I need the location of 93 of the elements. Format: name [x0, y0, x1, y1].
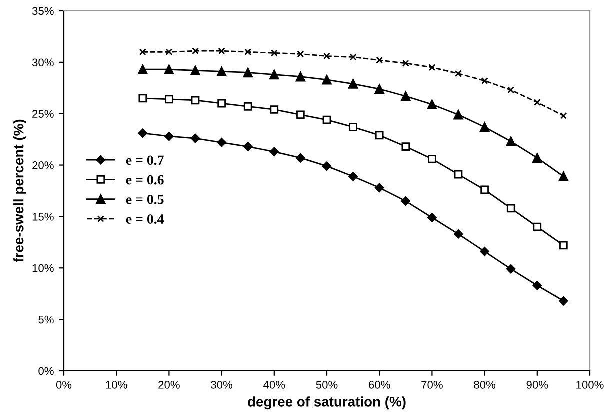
y-tick-label: 25%: [32, 110, 54, 118]
y-tick-label: 0%: [38, 367, 54, 376]
point: [455, 70, 462, 78]
point: [192, 48, 199, 55]
point: [270, 106, 279, 114]
x-tick-label: 20%: [158, 381, 180, 389]
x-tick-label: 40%: [264, 381, 286, 389]
point: [322, 162, 332, 171]
point: [324, 52, 330, 60]
x-tick-label: 100%: [576, 381, 604, 389]
legend-label: e = 0.6: [126, 175, 164, 185]
point: [139, 48, 146, 56]
point: [506, 136, 516, 146]
point: [560, 112, 568, 120]
point: [374, 183, 384, 193]
point: [270, 50, 278, 57]
point: [428, 213, 437, 222]
x-axis-title: degree of saturation (%): [248, 396, 406, 410]
point: [322, 116, 332, 124]
point: [164, 64, 174, 74]
y-tick-label: 10%: [32, 264, 54, 272]
point: [506, 264, 516, 274]
point: [190, 66, 200, 76]
point: [481, 77, 488, 84]
legend-label: e = 0.4: [126, 214, 164, 224]
point: [506, 204, 516, 213]
legend-label: e = 0.7: [126, 156, 164, 166]
point: [350, 54, 357, 61]
point: [270, 147, 280, 157]
point: [164, 132, 174, 142]
point: [427, 100, 438, 110]
point: [401, 92, 411, 102]
point: [454, 230, 464, 239]
point: [480, 247, 490, 256]
point: [376, 56, 384, 64]
point: [374, 84, 384, 94]
x-tick-label: 30%: [211, 381, 233, 389]
point: [166, 48, 173, 56]
legend-label: e = 0.5: [126, 194, 164, 204]
point: [296, 153, 306, 163]
point: [191, 96, 200, 105]
point: [401, 196, 411, 206]
point: [533, 222, 542, 232]
y-axis-title: free-swell percent (%): [14, 120, 26, 263]
point: [349, 123, 358, 132]
point: [218, 99, 226, 108]
x-tick-label: 90%: [526, 381, 548, 389]
point: [216, 66, 227, 77]
point: [244, 102, 252, 111]
point: [297, 50, 304, 58]
point: [138, 94, 148, 103]
y-tick-label: 15%: [32, 213, 54, 221]
point: [190, 134, 200, 144]
x-tick-label: 60%: [369, 381, 390, 389]
point: [348, 172, 358, 182]
point: [138, 128, 148, 138]
point: [296, 110, 305, 120]
x-tick-label: 0%: [56, 381, 72, 389]
point: [532, 153, 542, 163]
point: [534, 99, 541, 106]
point: [296, 72, 306, 82]
point: [217, 138, 226, 148]
point: [480, 122, 490, 132]
point: [375, 131, 384, 140]
point: [560, 241, 568, 250]
point: [480, 186, 489, 194]
point: [454, 170, 463, 179]
point: [402, 60, 410, 67]
x-tick-label: 50%: [316, 381, 338, 389]
x-tick-label: 70%: [422, 381, 443, 389]
y-tick-label: 30%: [32, 58, 54, 67]
point: [559, 296, 568, 306]
point: [558, 172, 569, 182]
point: [165, 95, 174, 104]
y-tick-label: 20%: [32, 162, 54, 170]
point: [218, 48, 226, 55]
y-tick-label: 35%: [32, 7, 54, 16]
point: [138, 64, 148, 74]
point: [532, 281, 542, 290]
point: [243, 68, 253, 78]
point: [244, 48, 252, 56]
point: [348, 79, 358, 89]
point: [243, 142, 253, 152]
point: [508, 86, 515, 94]
point: [402, 142, 410, 151]
point: [428, 154, 436, 164]
point: [454, 110, 464, 120]
point: [322, 75, 332, 85]
y-tick-label: 5%: [38, 316, 54, 324]
x-tick-label: 80%: [474, 381, 496, 389]
point: [428, 64, 436, 72]
x-tick-label: 10%: [106, 381, 128, 389]
point: [270, 70, 280, 80]
